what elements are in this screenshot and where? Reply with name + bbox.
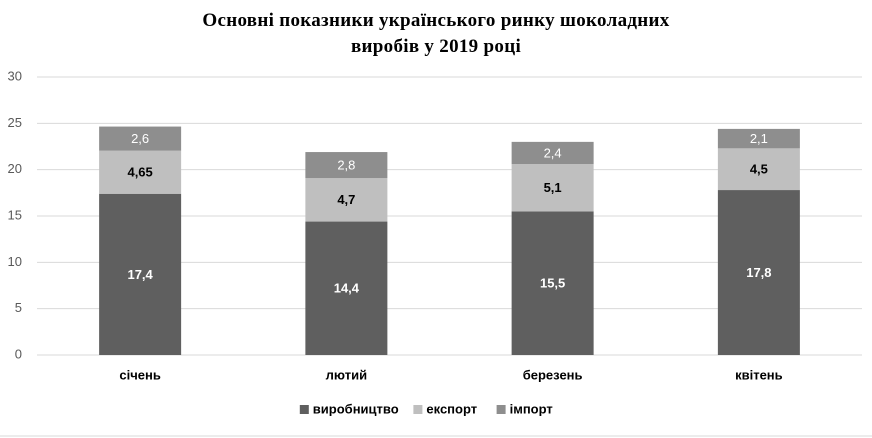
legend-swatch [413,405,423,414]
data-label: 2,1 [750,131,768,146]
legend-swatch [299,405,309,414]
legend-label: експорт [426,401,477,416]
bar-segment [511,164,594,212]
x-tick-label: березень [523,367,583,382]
bar-segment [511,211,594,355]
y-tick-label: 0 [15,346,22,361]
data-label: 4,7 [337,192,355,207]
legend-swatch [496,405,506,414]
data-label: 4,65 [127,165,152,180]
bar-segment [305,221,388,355]
bar-segment [717,128,800,149]
y-tick-label: 20 [8,161,22,176]
legend-label: імпорт [510,401,553,416]
x-tick-label: січень [119,367,160,382]
bar-segment [511,141,594,165]
data-label: 2,8 [337,157,355,172]
bar-segment [99,126,182,151]
data-label: 5,1 [544,180,562,195]
bar-segment [99,150,182,194]
bar-segment [99,193,182,355]
chart-title: Основні показники українського ринку шок… [202,10,670,57]
data-label: 15,5 [540,276,565,291]
bar-segment [717,190,800,355]
data-label: 17,4 [127,267,153,282]
y-tick-label: 10 [8,254,22,269]
data-label: 2,6 [131,131,149,146]
x-tick-label: квітень [735,367,783,382]
bar-segment [717,148,800,191]
y-tick-label: 25 [8,115,22,130]
data-label: 4,5 [750,162,768,177]
x-tick-label: лютий [326,367,367,382]
bar-segment [305,152,388,179]
data-label: 14,4 [334,281,360,296]
y-tick-label: 15 [8,207,22,222]
legend-label: виробництво [313,401,399,416]
y-tick-label: 5 [15,300,22,315]
y-tick-label: 30 [8,68,22,83]
bar-segment [305,178,388,222]
data-label: 17,8 [746,265,771,280]
data-label: 2,4 [544,145,562,160]
